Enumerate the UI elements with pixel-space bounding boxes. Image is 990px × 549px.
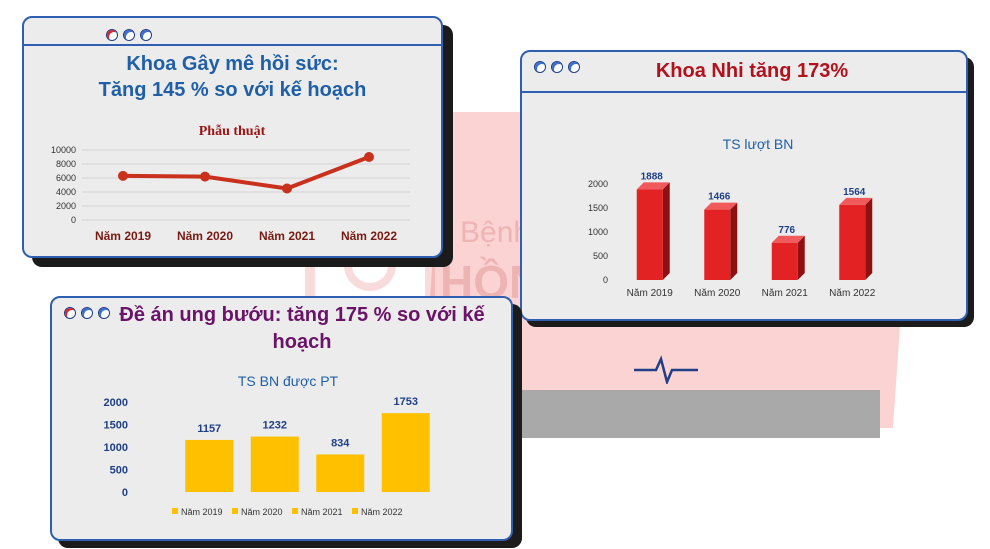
- bar-top: [704, 202, 738, 210]
- data-point: [118, 170, 128, 181]
- bar-top: [839, 197, 873, 205]
- bar: [636, 189, 663, 280]
- y-tick-label: 1000: [104, 442, 128, 454]
- bar-side: [797, 235, 805, 280]
- card1-title-line1: Khoa Gây mê hồi sức:: [126, 53, 339, 75]
- chart-surgery: Phẫu thuật 10000 8000 6000 4000 2000 0 Năm 2019…: [51, 123, 410, 243]
- heartbeat-icon: [634, 355, 698, 384]
- window-dots: [106, 29, 152, 41]
- legend-label: Năm 2020: [241, 507, 283, 517]
- x-tick-label: Năm 2020: [177, 229, 233, 243]
- bar-top: [771, 235, 805, 243]
- data-label: 1564: [843, 187, 866, 198]
- legend-swatch: [292, 508, 298, 514]
- data-label: 834: [331, 437, 350, 449]
- bar-top: [636, 182, 670, 190]
- window-dots: [534, 61, 580, 73]
- bar-side: [865, 197, 873, 280]
- series-line: [122, 155, 370, 191]
- y-tick-label: 0: [71, 215, 76, 225]
- card3-title: Đề án ung bướu: tăng 175 % so với kế hoạ…: [92, 302, 511, 356]
- dot-icon: [551, 61, 563, 73]
- bar: [185, 439, 234, 492]
- legend-label: Năm 2021: [301, 507, 343, 517]
- data-label: 1157: [197, 423, 221, 435]
- data-label: 1753: [394, 396, 418, 408]
- window-dots: [64, 307, 110, 319]
- data-label: 776: [778, 225, 795, 236]
- dot-icon: [140, 29, 152, 41]
- legend-label: Năm 2022: [361, 507, 403, 517]
- dot-icon: [123, 29, 135, 41]
- y-tick-label: 500: [593, 251, 608, 261]
- chart1-title: Phẫu thuật: [199, 123, 266, 139]
- legend-swatch: [352, 508, 358, 514]
- data-point: [200, 171, 210, 182]
- gray-shadow-panel: [508, 390, 880, 438]
- y-tick-label: 8000: [56, 159, 76, 169]
- chart3-title: TS BN được PT: [238, 373, 339, 389]
- x-tick-label: Năm 2019: [627, 288, 674, 299]
- bar: [381, 413, 430, 492]
- y-tick-label: 6000: [56, 173, 76, 183]
- bar-side: [730, 202, 738, 280]
- y-tick-label: 1500: [104, 420, 128, 432]
- y-tick-label: 1500: [588, 203, 608, 213]
- dot-icon: [64, 307, 76, 319]
- y-tick-label: 0: [603, 275, 608, 285]
- dot-icon: [106, 29, 118, 41]
- y-tick-label: 4000: [56, 187, 76, 197]
- dot-icon: [568, 61, 580, 73]
- dot-icon: [98, 307, 110, 319]
- card3-title-line2: hoạch: [272, 331, 332, 353]
- legend-swatch: [172, 508, 178, 514]
- bar: [250, 436, 299, 492]
- bar-side: [662, 182, 670, 280]
- y-tick-label: 0: [122, 487, 128, 499]
- chart-surgery-patients: TS BN được PT 2000 1500 1000 500 0 1157 1232 834…: [104, 373, 430, 517]
- bar: [316, 454, 365, 492]
- bar: [704, 209, 731, 280]
- legend-swatch: [232, 508, 238, 514]
- chart-patient-visits: TS lượt BN 2000 1500 1000 500 0 1888 Năm 2019 14…: [588, 136, 876, 299]
- card1-title-line2: Tăng 145 % so với kế hoạch: [98, 79, 367, 101]
- data-label: 1888: [641, 171, 664, 182]
- y-tick-label: 2000: [56, 201, 76, 211]
- bar: [839, 204, 866, 280]
- x-tick-label: Năm 2021: [259, 229, 315, 243]
- data-label: 1466: [708, 192, 731, 203]
- header-divider: [24, 44, 441, 46]
- bar: [771, 242, 798, 280]
- data-label: 1232: [263, 420, 287, 432]
- x-tick-label: Năm 2021: [762, 288, 809, 299]
- y-tick-label: 10000: [51, 145, 76, 155]
- chart2-title: TS lượt BN: [723, 136, 794, 152]
- data-point: [364, 152, 374, 162]
- y-tick-label: 2000: [104, 397, 128, 409]
- data-point: [282, 183, 292, 194]
- dot-icon: [81, 307, 93, 319]
- x-tick-label: Năm 2020: [694, 288, 741, 299]
- y-tick-label: 2000: [588, 179, 608, 189]
- x-tick-label: Năm 2019: [95, 229, 151, 243]
- x-tick-label: Năm 2022: [829, 288, 876, 299]
- x-tick-label: Năm 2022: [341, 229, 397, 243]
- header-divider: [522, 91, 966, 93]
- dot-icon: [534, 61, 546, 73]
- legend-label: Năm 2019: [181, 507, 223, 517]
- card1-title: Khoa Gây mê hồi sức: Tăng 145 % so với k…: [24, 51, 441, 103]
- card3-title-line1: Đề án ung bướu: tăng 175 % so với kế: [119, 304, 485, 326]
- y-tick-label: 500: [110, 465, 128, 477]
- y-tick-label: 1000: [588, 227, 608, 237]
- card2-title: Khoa Nhi tăng 173%: [655, 60, 849, 82]
